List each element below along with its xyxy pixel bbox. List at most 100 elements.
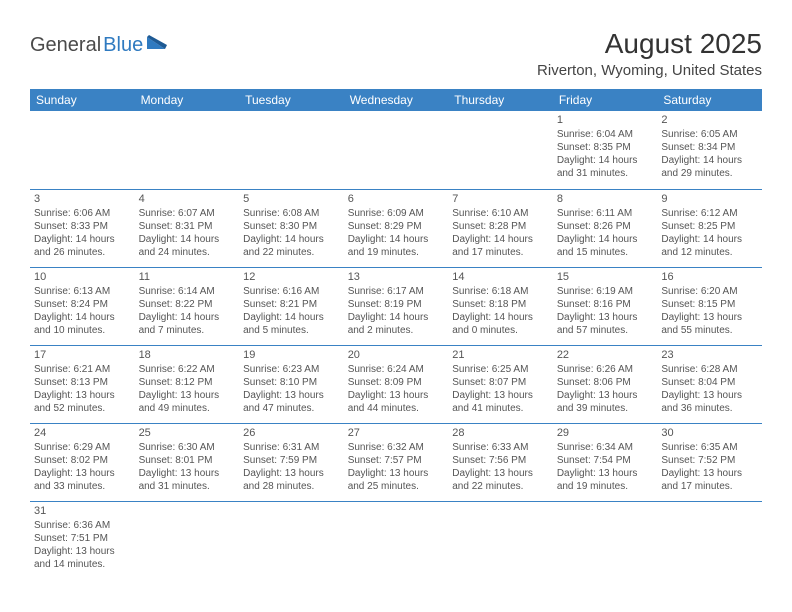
daylight-text: Daylight: 14 hours <box>557 154 654 167</box>
header: GeneralBlue August 2025 Riverton, Wyomin… <box>30 28 762 79</box>
calendar-cell: 20Sunrise: 6:24 AMSunset: 8:09 PMDayligh… <box>344 345 449 423</box>
sunrise-text: Sunrise: 6:05 AM <box>661 128 758 141</box>
sunrise-text: Sunrise: 6:13 AM <box>34 285 131 298</box>
logo-text-blue: Blue <box>103 34 143 57</box>
daylight-text: and 47 minutes. <box>243 402 340 415</box>
daylight-text: and 12 minutes. <box>661 246 758 259</box>
day-number: 6 <box>348 192 445 206</box>
day-number: 21 <box>452 348 549 362</box>
sunset-text: Sunset: 8:07 PM <box>452 376 549 389</box>
calendar-cell: 9Sunrise: 6:12 AMSunset: 8:25 PMDaylight… <box>657 189 762 267</box>
daylight-text: and 57 minutes. <box>557 324 654 337</box>
calendar-cell <box>344 111 449 189</box>
daylight-text: and 17 minutes. <box>452 246 549 259</box>
day-number: 26 <box>243 426 340 440</box>
sunrise-text: Sunrise: 6:30 AM <box>139 441 236 454</box>
sunset-text: Sunset: 8:31 PM <box>139 220 236 233</box>
calendar-cell <box>239 501 344 579</box>
daylight-text: Daylight: 14 hours <box>243 233 340 246</box>
day-header: Wednesday <box>344 89 449 111</box>
sunset-text: Sunset: 8:02 PM <box>34 454 131 467</box>
day-number: 3 <box>34 192 131 206</box>
daylight-text: Daylight: 13 hours <box>139 389 236 402</box>
daylight-text: and 10 minutes. <box>34 324 131 337</box>
calendar-cell: 21Sunrise: 6:25 AMSunset: 8:07 PMDayligh… <box>448 345 553 423</box>
calendar-cell: 4Sunrise: 6:07 AMSunset: 8:31 PMDaylight… <box>135 189 240 267</box>
month-title: August 2025 <box>537 28 762 60</box>
daylight-text: Daylight: 13 hours <box>34 389 131 402</box>
day-number: 11 <box>139 270 236 284</box>
sunset-text: Sunset: 8:22 PM <box>139 298 236 311</box>
sunrise-text: Sunrise: 6:24 AM <box>348 363 445 376</box>
sunset-text: Sunset: 8:09 PM <box>348 376 445 389</box>
daylight-text: and 31 minutes. <box>557 167 654 180</box>
daylight-text: and 14 minutes. <box>34 558 131 571</box>
daylight-text: Daylight: 14 hours <box>348 311 445 324</box>
location-label: Riverton, Wyoming, United States <box>537 62 762 79</box>
calendar-cell: 17Sunrise: 6:21 AMSunset: 8:13 PMDayligh… <box>30 345 135 423</box>
day-number: 4 <box>139 192 236 206</box>
sunrise-text: Sunrise: 6:17 AM <box>348 285 445 298</box>
calendar-cell: 7Sunrise: 6:10 AMSunset: 8:28 PMDaylight… <box>448 189 553 267</box>
calendar-cell: 11Sunrise: 6:14 AMSunset: 8:22 PMDayligh… <box>135 267 240 345</box>
sunrise-text: Sunrise: 6:33 AM <box>452 441 549 454</box>
daylight-text: Daylight: 13 hours <box>34 545 131 558</box>
calendar-cell: 24Sunrise: 6:29 AMSunset: 8:02 PMDayligh… <box>30 423 135 501</box>
calendar-cell: 5Sunrise: 6:08 AMSunset: 8:30 PMDaylight… <box>239 189 344 267</box>
daylight-text: Daylight: 13 hours <box>348 389 445 402</box>
logo-text-general: General <box>30 34 101 57</box>
sunrise-text: Sunrise: 6:34 AM <box>557 441 654 454</box>
daylight-text: Daylight: 13 hours <box>557 311 654 324</box>
sunset-text: Sunset: 8:13 PM <box>34 376 131 389</box>
day-number: 2 <box>661 113 758 127</box>
daylight-text: and 29 minutes. <box>661 167 758 180</box>
calendar-row: 1Sunrise: 6:04 AMSunset: 8:35 PMDaylight… <box>30 111 762 189</box>
calendar-cell: 19Sunrise: 6:23 AMSunset: 8:10 PMDayligh… <box>239 345 344 423</box>
flag-icon <box>147 35 169 54</box>
daylight-text: and 0 minutes. <box>452 324 549 337</box>
calendar-cell: 30Sunrise: 6:35 AMSunset: 7:52 PMDayligh… <box>657 423 762 501</box>
sunrise-text: Sunrise: 6:07 AM <box>139 207 236 220</box>
sunset-text: Sunset: 8:01 PM <box>139 454 236 467</box>
sunset-text: Sunset: 8:18 PM <box>452 298 549 311</box>
calendar-table: Sunday Monday Tuesday Wednesday Thursday… <box>30 89 762 579</box>
sunrise-text: Sunrise: 6:21 AM <box>34 363 131 376</box>
daylight-text: and 33 minutes. <box>34 480 131 493</box>
sunrise-text: Sunrise: 6:22 AM <box>139 363 236 376</box>
daylight-text: Daylight: 14 hours <box>661 233 758 246</box>
daylight-text: and 19 minutes. <box>348 246 445 259</box>
title-block: August 2025 Riverton, Wyoming, United St… <box>537 28 762 79</box>
day-header: Monday <box>135 89 240 111</box>
daylight-text: Daylight: 14 hours <box>34 233 131 246</box>
daylight-text: and 44 minutes. <box>348 402 445 415</box>
daylight-text: Daylight: 13 hours <box>348 467 445 480</box>
day-number: 23 <box>661 348 758 362</box>
daylight-text: Daylight: 14 hours <box>139 311 236 324</box>
day-number: 22 <box>557 348 654 362</box>
calendar-cell: 16Sunrise: 6:20 AMSunset: 8:15 PMDayligh… <box>657 267 762 345</box>
daylight-text: Daylight: 13 hours <box>139 467 236 480</box>
calendar-cell <box>448 111 553 189</box>
day-number: 16 <box>661 270 758 284</box>
calendar-cell <box>135 111 240 189</box>
sunset-text: Sunset: 8:04 PM <box>661 376 758 389</box>
daylight-text: Daylight: 13 hours <box>661 311 758 324</box>
sunset-text: Sunset: 7:56 PM <box>452 454 549 467</box>
calendar-cell <box>553 501 658 579</box>
day-number: 18 <box>139 348 236 362</box>
daylight-text: and 26 minutes. <box>34 246 131 259</box>
day-number: 14 <box>452 270 549 284</box>
sunset-text: Sunset: 8:29 PM <box>348 220 445 233</box>
calendar-cell <box>239 111 344 189</box>
sunset-text: Sunset: 8:10 PM <box>243 376 340 389</box>
sunset-text: Sunset: 8:06 PM <box>557 376 654 389</box>
sunset-text: Sunset: 8:34 PM <box>661 141 758 154</box>
daylight-text: Daylight: 14 hours <box>34 311 131 324</box>
calendar-cell: 25Sunrise: 6:30 AMSunset: 8:01 PMDayligh… <box>135 423 240 501</box>
day-number: 20 <box>348 348 445 362</box>
day-number: 12 <box>243 270 340 284</box>
daylight-text: and 22 minutes. <box>452 480 549 493</box>
sunset-text: Sunset: 8:15 PM <box>661 298 758 311</box>
sunset-text: Sunset: 8:21 PM <box>243 298 340 311</box>
day-number: 8 <box>557 192 654 206</box>
